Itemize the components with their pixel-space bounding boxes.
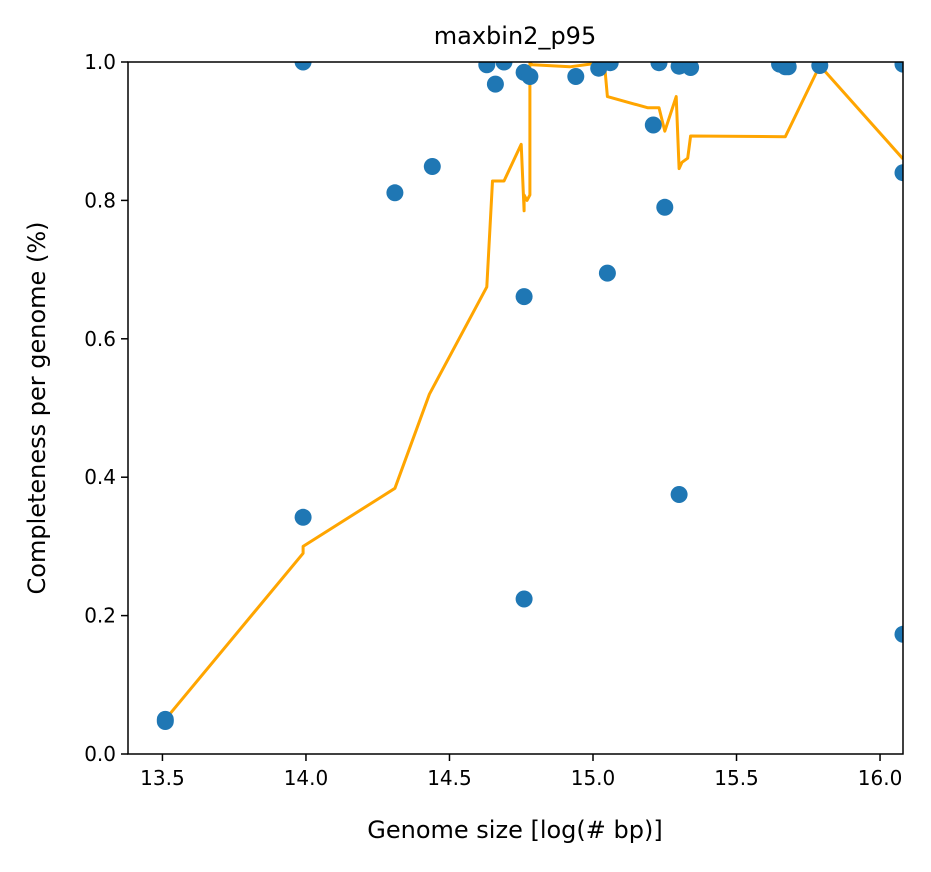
scatter-point (670, 486, 688, 503)
y-tick-label: 0.8 (84, 188, 116, 212)
y-tick-label: 1.0 (84, 50, 116, 74)
x-tick-label: 16.0 (858, 766, 903, 790)
scatter-point (598, 264, 616, 282)
y-tick-label: 0.4 (84, 465, 116, 489)
chart-title: maxbin2_p95 (434, 22, 596, 50)
x-tick-label: 15.0 (571, 766, 616, 790)
x-axis-title: Genome size [log(# bp)] (367, 816, 662, 844)
scatter-point (515, 590, 533, 608)
plot-frame (127, 61, 904, 755)
scatter-point (567, 68, 585, 85)
scatter-point (894, 164, 903, 182)
scatter-point (682, 62, 700, 76)
scatter-point (894, 625, 903, 643)
scatter-point (294, 62, 312, 71)
scatter-point (515, 288, 533, 306)
scatter-point (294, 508, 312, 526)
scatter-point (644, 116, 662, 134)
scatter-point (894, 62, 903, 73)
scatter-point (495, 62, 513, 71)
y-axis-ticks: 0.0 0.2 0.4 0.6 0.8 1.0 (84, 50, 128, 766)
scatter-point (601, 62, 619, 72)
y-tick-label: 0.6 (84, 327, 116, 351)
y-axis-title: Completeness per genome (%) (23, 222, 51, 595)
plot-area (127, 61, 904, 755)
scatter-point (156, 713, 174, 730)
x-tick-label: 15.5 (714, 766, 759, 790)
scatter-point (650, 62, 668, 72)
trend-line (164, 62, 903, 721)
x-tick-label: 14.0 (284, 766, 329, 790)
scatter-point (386, 184, 404, 202)
scatter-point (811, 62, 829, 74)
scatter-points (156, 62, 903, 730)
x-axis-ticks: 13.5 14.0 14.5 15.0 15.5 16.0 (140, 754, 902, 790)
scatter-point (656, 198, 674, 216)
scatter-point (779, 62, 797, 76)
x-tick-label: 13.5 (140, 766, 185, 790)
scatter-point (478, 62, 496, 74)
scatter-point (521, 68, 539, 85)
y-tick-label: 0.2 (84, 604, 116, 628)
y-tick-label: 0.0 (84, 742, 116, 766)
x-tick-label: 14.5 (427, 766, 472, 790)
scatter-point (486, 75, 504, 93)
scatter-point (423, 158, 441, 175)
